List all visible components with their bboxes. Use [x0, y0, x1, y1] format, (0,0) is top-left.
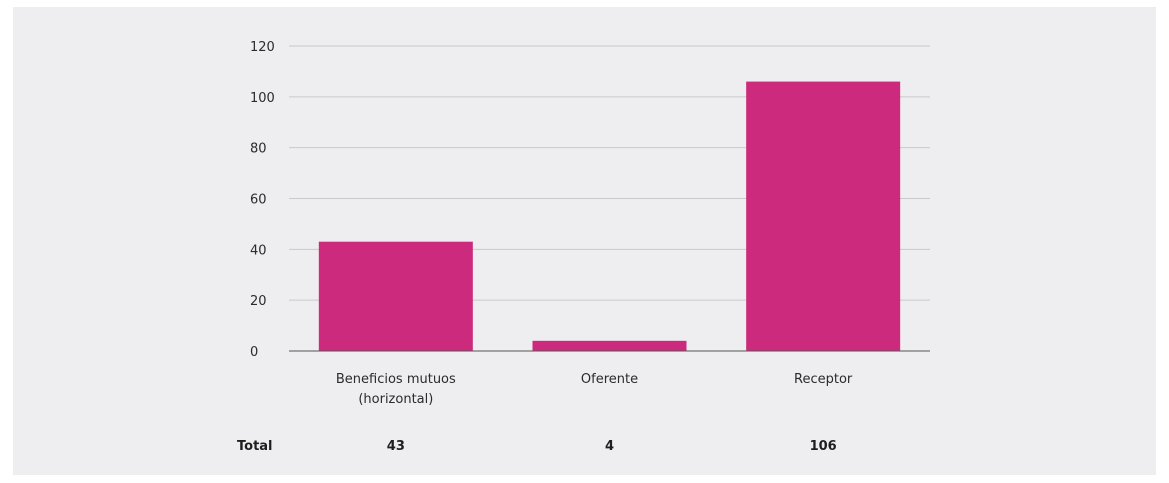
y-tick-label: 40	[250, 243, 267, 258]
x-category-label: Receptor	[794, 372, 853, 387]
y-tick-label: 100	[250, 91, 275, 106]
bar	[746, 81, 901, 351]
x-category-label: Beneficios mutuos	[336, 372, 456, 387]
x-category-label: Oferente	[581, 372, 638, 387]
y-tick-label: 0	[250, 345, 258, 360]
y-tick-label: 80	[250, 142, 267, 157]
total-value: 106	[810, 439, 837, 454]
bar	[532, 340, 687, 351]
x-axis-category-labels: Beneficios mutuos (horizontal) Oferente Rec…	[336, 372, 853, 407]
y-tick-label: 60	[250, 193, 267, 208]
total-value: 43	[387, 439, 405, 454]
y-axis-tick-labels: 0 20 40 60 80 100 120	[250, 40, 275, 360]
total-row: Total 43 4 106	[237, 439, 837, 454]
y-tick-label: 120	[250, 40, 275, 55]
bar	[318, 241, 473, 351]
total-row-label: Total	[237, 439, 273, 454]
bars	[318, 81, 901, 351]
bar-chart: 0 20 40 60 80 100 120 Beneficios mutuos (horizo…	[237, 40, 930, 454]
x-category-label: (horizontal)	[358, 392, 433, 407]
total-value: 4	[605, 439, 614, 454]
chart-panel: 0 20 40 60 80 100 120 Beneficios mutuos (horizo…	[13, 7, 1156, 475]
y-tick-label: 20	[250, 294, 267, 309]
